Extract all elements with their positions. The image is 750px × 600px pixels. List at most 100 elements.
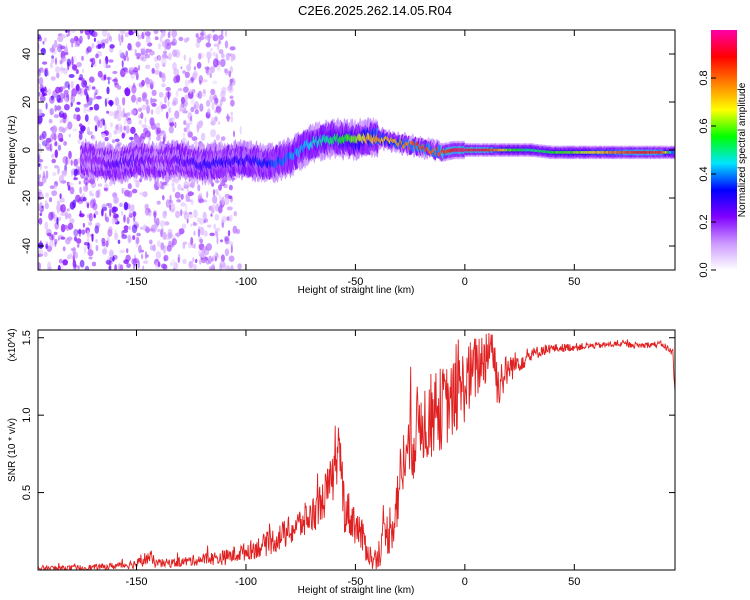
spectrogram-cell xyxy=(135,41,142,48)
x-tick-label: 50 xyxy=(568,576,580,588)
spectrogram-cell xyxy=(88,97,95,101)
spectrogram-cell xyxy=(39,202,43,206)
spectrogram-cell xyxy=(159,180,163,190)
spectrogram-cell xyxy=(121,132,125,139)
spectrogram-cell xyxy=(203,30,206,38)
spectrogram-cell xyxy=(119,202,123,207)
spectrogram-cell xyxy=(180,187,184,191)
spectrogram-cell xyxy=(189,89,193,94)
spectrogram-cell xyxy=(112,256,115,262)
spectrogram-cell xyxy=(205,42,211,48)
spectrogram-cell xyxy=(186,127,191,134)
spectrogram-cell xyxy=(198,53,202,60)
spectrogram-cell xyxy=(201,247,205,255)
spectrogram-cell xyxy=(199,80,202,85)
spectrogram-cell xyxy=(57,145,62,151)
spectrogram-cell xyxy=(57,132,64,142)
spectrogram-cell xyxy=(139,178,143,183)
spectrogram-cell xyxy=(90,192,95,197)
spectrogram-cell xyxy=(138,107,142,112)
spectrogram-cell xyxy=(95,244,99,252)
spectrogram-cell xyxy=(210,129,217,138)
spectrogram-cell xyxy=(93,37,96,42)
spectrogram-cell xyxy=(108,100,114,106)
spectrogram-cell xyxy=(155,105,161,115)
spectrogram-cell xyxy=(40,47,47,56)
spectrogram-cell xyxy=(54,57,58,65)
spectrogram-y-label: Frequency (Hz) xyxy=(7,116,18,185)
spectrogram-cell xyxy=(41,87,44,91)
spectrogram-cell xyxy=(165,111,169,119)
spectrogram-cell xyxy=(137,97,142,103)
spectrogram-cell xyxy=(170,203,176,207)
spectrogram-cell xyxy=(211,30,215,33)
spectrogram-cell xyxy=(93,115,98,122)
spectrogram-cell xyxy=(220,59,226,67)
spectrogram-cell xyxy=(40,94,44,102)
spectrogram-cell xyxy=(194,109,199,115)
spectrogram-cell xyxy=(83,178,89,185)
spectrogram-cell xyxy=(144,117,147,124)
spectrogram-cell xyxy=(170,41,176,46)
colorbar-label: Normalized spectral amplitude xyxy=(737,82,748,217)
spectrogram-cell xyxy=(147,125,151,130)
spectrogram-cell xyxy=(154,69,160,75)
spectrogram-cell xyxy=(209,94,214,103)
spectrogram-cell xyxy=(38,91,41,97)
spectrogram-cell xyxy=(147,79,153,85)
spectrogram-cell xyxy=(192,257,195,263)
spectrogram-cell xyxy=(114,138,120,142)
spectrogram-cell xyxy=(198,217,204,225)
spectrogram-cell xyxy=(44,86,47,91)
spectrogram-cell xyxy=(157,55,162,62)
spectrogram-cell xyxy=(162,264,168,270)
spectrogram-cell xyxy=(60,212,66,216)
spectrogram-cell xyxy=(75,83,80,92)
spectrogram-cell xyxy=(119,249,125,254)
spectrogram-cell xyxy=(206,191,209,199)
spectrogram-cell xyxy=(113,196,119,204)
spectrogram-cell xyxy=(53,214,58,223)
spectrogram-cell xyxy=(50,57,55,64)
spectrogram-cell xyxy=(125,50,128,58)
spectrogram-cell xyxy=(207,108,211,115)
spectrogram-cell xyxy=(70,38,75,44)
spectrogram-cell xyxy=(193,242,196,250)
spectrogram-cell xyxy=(62,246,66,252)
spectrogram-cell xyxy=(190,76,195,82)
spectrogram-cell xyxy=(165,86,171,92)
spectrogram-cell xyxy=(180,209,183,217)
spectrogram-cell xyxy=(61,56,67,62)
spectrogram-cell xyxy=(63,141,67,146)
spectrogram-cell xyxy=(44,221,49,230)
spectrogram-cell xyxy=(68,74,75,78)
spectrogram-cell xyxy=(60,262,64,270)
spectrogram-cell xyxy=(76,61,82,68)
spectrogram-cell xyxy=(177,256,180,264)
spectrogram-cell xyxy=(161,73,166,83)
spectrogram-cell xyxy=(182,133,186,137)
spectrogram-cell xyxy=(209,66,215,74)
spectrogram-cell xyxy=(133,263,136,270)
spectrogram-cell xyxy=(131,188,138,194)
spectrogram-cell xyxy=(126,263,131,268)
spectrogram-cell xyxy=(169,194,172,203)
spectrogram-cell xyxy=(54,238,58,245)
spectrogram-cell xyxy=(230,265,234,270)
spectrogram-cell xyxy=(162,232,167,240)
spectrogram-cell xyxy=(140,226,143,230)
spectrogram-cell xyxy=(76,87,82,95)
spectrogram-cell xyxy=(192,264,197,270)
spectrogram-cell xyxy=(111,78,118,82)
spectrogram-cell xyxy=(95,190,100,199)
spectrogram-cell xyxy=(228,216,232,223)
spectrogram-cell xyxy=(184,71,190,79)
spectrogram-cell xyxy=(75,194,81,203)
spectrogram-cell xyxy=(198,198,205,204)
spectrogram-cell xyxy=(137,259,140,269)
spectrogram-cell xyxy=(121,60,124,68)
spectrogram-cell xyxy=(228,85,234,94)
spectrogram-cells xyxy=(38,30,675,270)
x-tick-label: 0 xyxy=(462,576,468,588)
spectrogram-cell xyxy=(42,61,48,65)
